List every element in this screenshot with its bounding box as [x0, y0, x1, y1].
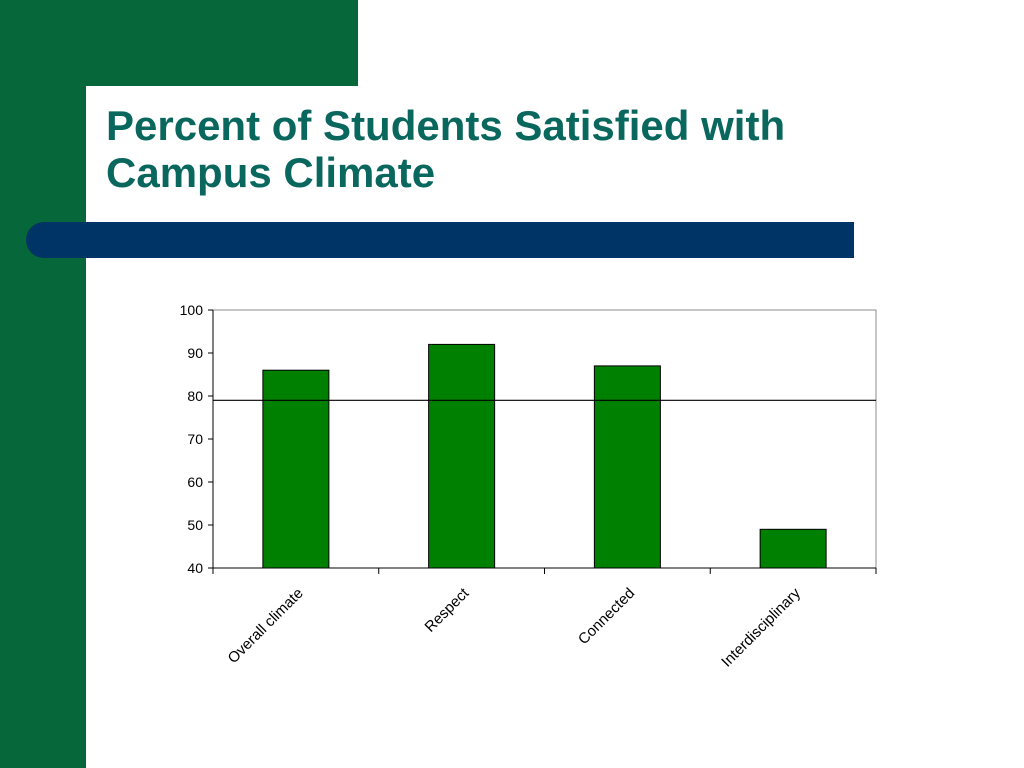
x-tick-label: Overall climate	[225, 585, 307, 667]
bar	[759, 528, 827, 569]
y-tick-label: 50	[187, 517, 203, 533]
bar	[428, 343, 496, 569]
slide-title-line-1: Percent of Students Satisfied with	[106, 102, 786, 149]
y-tick-label: 90	[187, 345, 203, 361]
bar	[593, 365, 661, 569]
x-tick-label: Respect	[422, 584, 474, 636]
rounded-corner	[86, 86, 166, 166]
slide-title-line-2: Campus Climate	[106, 149, 436, 196]
top-green-block	[86, 0, 358, 86]
y-tick-label: 100	[180, 302, 204, 318]
title-divider-bar	[26, 222, 854, 258]
x-tick-label: Connected	[575, 585, 638, 648]
y-tick-label: 60	[187, 474, 203, 490]
x-tick-label: Interdisciplinary	[718, 584, 804, 670]
bar	[262, 369, 330, 569]
y-tick-label: 80	[187, 388, 203, 404]
slide-title: Percent of Students Satisfied with Campu…	[106, 102, 926, 196]
side-green-rail	[0, 0, 86, 768]
y-tick-label: 40	[187, 560, 203, 576]
y-tick-label: 70	[187, 431, 203, 447]
